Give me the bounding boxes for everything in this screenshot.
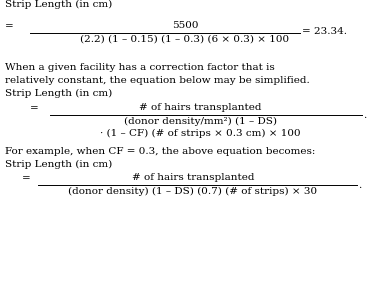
Text: (2.2) (1 – 0.15) (1 – 0.3) (6 × 0.3) × 100: (2.2) (1 – 0.15) (1 – 0.3) (6 × 0.3) × 1…: [80, 35, 290, 44]
Text: .: .: [363, 110, 366, 119]
Text: relatively constant, the equation below may be simplified.: relatively constant, the equation below …: [5, 76, 310, 85]
Text: 5500: 5500: [172, 21, 198, 30]
Text: · (1 – CF) (# of strips × 0.3 cm) × 100: · (1 – CF) (# of strips × 0.3 cm) × 100: [100, 129, 300, 138]
Text: =: =: [5, 22, 14, 31]
Text: For example, when CF = 0.3, the above equation becomes:: For example, when CF = 0.3, the above eq…: [5, 147, 315, 156]
Text: =: =: [30, 104, 39, 113]
Text: Strip Length (in cm): Strip Length (in cm): [5, 0, 112, 9]
Text: # of hairs transplanted: # of hairs transplanted: [132, 173, 254, 182]
Text: When a given facility has a correction factor that is: When a given facility has a correction f…: [5, 63, 275, 72]
Text: Strip Length (in cm): Strip Length (in cm): [5, 160, 112, 169]
Text: Strip Length (in cm): Strip Length (in cm): [5, 89, 112, 98]
Text: .: .: [358, 181, 361, 190]
Text: = 23.34.: = 23.34.: [302, 27, 347, 37]
Text: =: =: [22, 174, 31, 183]
Text: (donor density) (1 – DS) (0.7) (# of strips) × 30: (donor density) (1 – DS) (0.7) (# of str…: [68, 187, 318, 196]
Text: (donor density/mm²) (1 – DS): (donor density/mm²) (1 – DS): [124, 117, 276, 126]
Text: # of hairs transplanted: # of hairs transplanted: [139, 103, 261, 112]
